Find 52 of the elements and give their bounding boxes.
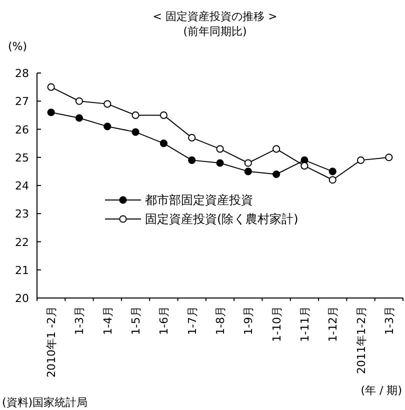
point	[216, 159, 224, 167]
point	[244, 159, 252, 167]
point	[104, 100, 112, 108]
y-tick-label: 25	[15, 151, 29, 164]
x-tick-label: 1-4月	[101, 306, 114, 335]
y-tick-label: 22	[15, 236, 29, 249]
point	[328, 176, 336, 184]
point	[188, 134, 196, 142]
point	[160, 140, 168, 148]
point	[385, 154, 393, 162]
x-tick-label: 1-5月	[130, 306, 143, 335]
x-tick-label: 2010年1 -2月	[45, 306, 58, 378]
point	[160, 111, 168, 119]
point	[272, 145, 280, 153]
point	[300, 162, 308, 170]
y-tick-label: 21	[15, 264, 29, 277]
legend-label: 固定資産投資(除く農村家計)	[145, 212, 298, 226]
point	[132, 128, 140, 136]
x-tick-label: 1-9月	[242, 306, 256, 335]
x-tick-label: 1-3月	[73, 306, 86, 335]
y-tick-label: 28	[15, 67, 29, 80]
chart-title: < 固定資産投資の推移 >	[152, 10, 278, 23]
x-tick-label: 1-3月	[382, 306, 396, 335]
point	[104, 122, 112, 130]
x-tick-label: 1-12月	[326, 306, 340, 342]
text: (資料)国家統計局	[2, 396, 88, 409]
point	[244, 168, 252, 176]
point	[75, 114, 84, 122]
point	[132, 111, 140, 119]
x-tick-label: 1-10月	[270, 306, 284, 342]
x-tick-label: 2011年1-2月	[354, 306, 368, 374]
y-tick-label: 27	[15, 95, 29, 108]
point	[75, 97, 84, 105]
point	[272, 170, 280, 178]
y-tick-label: 24	[15, 180, 29, 192]
point	[47, 108, 55, 116]
x-tick-label: 1-8月	[214, 306, 227, 335]
point	[47, 83, 55, 91]
point	[356, 156, 365, 164]
y-tick-label: 23	[15, 208, 29, 221]
x-tick-label: 1-11月	[298, 306, 312, 342]
y-tick-label: 20	[15, 292, 29, 305]
y-axis-title: (%)	[8, 40, 28, 53]
point	[188, 156, 196, 164]
y-tick-label: 26	[15, 123, 29, 136]
x-axis-title: (年 / 期)	[360, 384, 402, 397]
x-tick-label: 1-7月	[186, 306, 199, 335]
point	[328, 168, 336, 176]
point	[216, 145, 224, 153]
x-tick-label: 1-6月	[158, 306, 171, 335]
chart-subtitle: (前年同期比)	[183, 25, 247, 38]
legend-label: 都市部固定資産投資	[145, 193, 253, 207]
